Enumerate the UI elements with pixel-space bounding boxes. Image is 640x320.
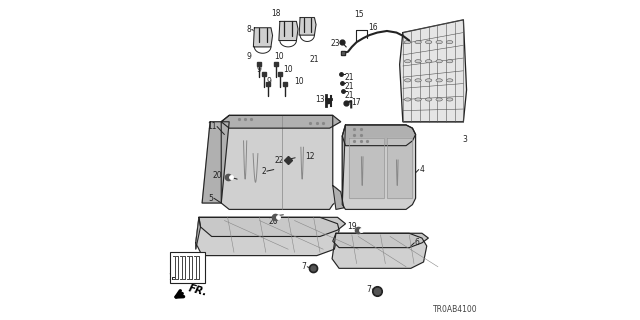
Polygon shape <box>399 20 467 122</box>
Polygon shape <box>202 122 229 203</box>
Polygon shape <box>299 18 316 35</box>
Text: 9: 9 <box>267 77 271 86</box>
Text: 21: 21 <box>309 55 319 64</box>
Ellipse shape <box>415 79 421 82</box>
Ellipse shape <box>415 98 421 101</box>
Polygon shape <box>342 125 415 209</box>
Polygon shape <box>333 186 344 209</box>
Polygon shape <box>387 138 412 198</box>
Ellipse shape <box>447 79 453 82</box>
Polygon shape <box>253 28 273 47</box>
Text: 21: 21 <box>344 91 354 100</box>
Text: 9: 9 <box>247 52 252 61</box>
Text: 2: 2 <box>261 167 266 176</box>
Text: 12: 12 <box>305 152 314 161</box>
Ellipse shape <box>426 41 432 44</box>
Ellipse shape <box>436 98 442 101</box>
Polygon shape <box>349 138 384 198</box>
Ellipse shape <box>426 98 432 101</box>
Text: 5: 5 <box>209 194 213 203</box>
Ellipse shape <box>426 79 432 82</box>
Polygon shape <box>196 217 200 249</box>
Text: 7: 7 <box>367 284 372 293</box>
Text: 3: 3 <box>463 135 468 144</box>
Text: 21: 21 <box>344 82 354 91</box>
Ellipse shape <box>436 60 442 63</box>
Text: 16: 16 <box>368 23 378 32</box>
Polygon shape <box>221 116 340 128</box>
Ellipse shape <box>415 41 421 44</box>
Text: 14: 14 <box>360 165 369 174</box>
Ellipse shape <box>436 79 442 82</box>
Polygon shape <box>196 217 339 256</box>
Polygon shape <box>333 233 428 248</box>
Text: 13: 13 <box>315 95 324 104</box>
Text: 4: 4 <box>419 165 424 174</box>
Text: 11: 11 <box>207 122 216 131</box>
Text: 8: 8 <box>305 18 310 27</box>
Ellipse shape <box>404 41 411 44</box>
Text: 22: 22 <box>275 156 284 165</box>
Text: 9: 9 <box>257 65 261 74</box>
Text: 15: 15 <box>354 10 364 19</box>
Ellipse shape <box>415 60 421 63</box>
Ellipse shape <box>436 41 442 44</box>
Ellipse shape <box>404 60 411 63</box>
Text: 19: 19 <box>347 222 356 231</box>
Text: 7: 7 <box>301 262 307 271</box>
Text: 20: 20 <box>268 217 278 226</box>
Text: 10: 10 <box>284 65 293 74</box>
Text: 21: 21 <box>344 73 354 82</box>
Ellipse shape <box>447 60 453 63</box>
Text: 1: 1 <box>186 256 190 265</box>
Polygon shape <box>342 125 415 146</box>
Text: 8: 8 <box>246 25 251 34</box>
Text: 1: 1 <box>169 273 173 282</box>
Ellipse shape <box>426 60 432 63</box>
Polygon shape <box>199 217 346 236</box>
Text: 20: 20 <box>212 171 222 180</box>
Text: 10: 10 <box>274 52 284 61</box>
Polygon shape <box>221 116 340 209</box>
Text: FR.: FR. <box>187 283 208 298</box>
Text: 23: 23 <box>330 39 340 48</box>
Text: TR0AB4100: TR0AB4100 <box>433 305 477 314</box>
Text: 17: 17 <box>351 98 361 107</box>
Polygon shape <box>279 21 298 41</box>
Ellipse shape <box>404 98 411 101</box>
Polygon shape <box>332 233 427 268</box>
Bar <box>170 252 205 283</box>
Text: 18: 18 <box>271 9 281 18</box>
Text: 10: 10 <box>294 77 303 86</box>
Ellipse shape <box>404 79 411 82</box>
Text: 6: 6 <box>415 238 420 247</box>
Polygon shape <box>342 125 346 204</box>
Ellipse shape <box>447 41 453 44</box>
Ellipse shape <box>447 98 453 101</box>
